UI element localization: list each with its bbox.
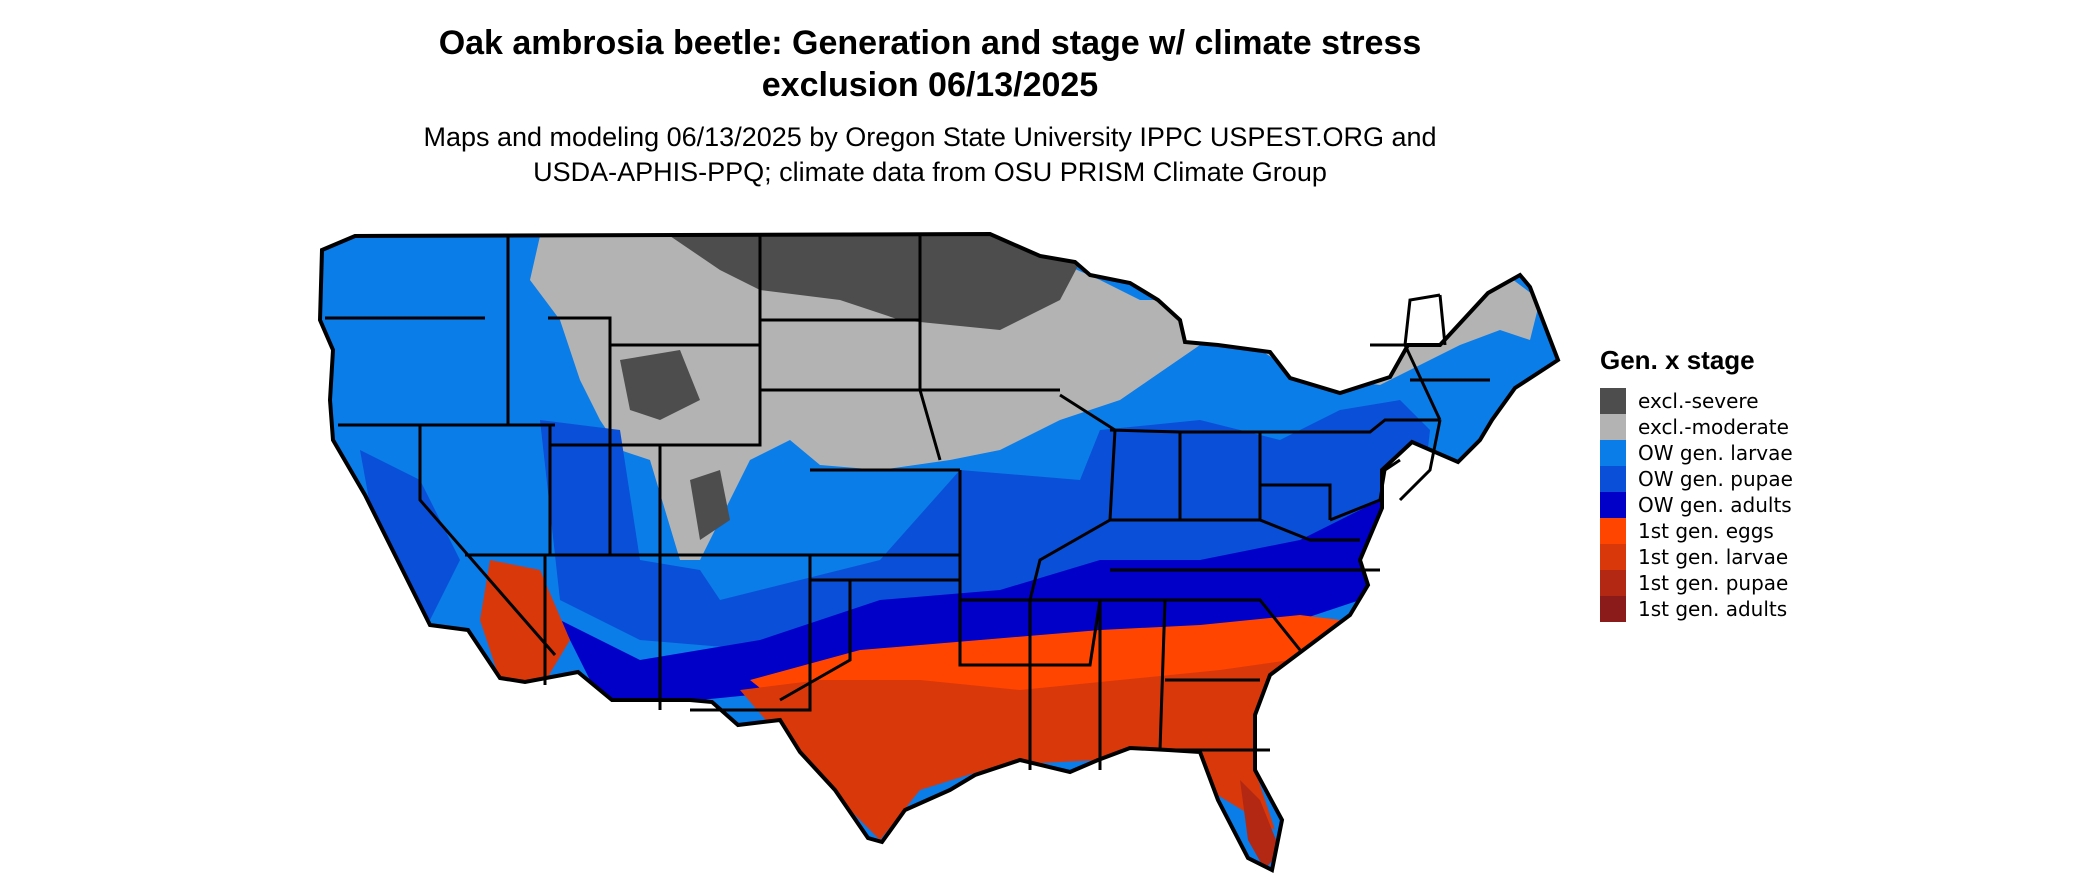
- legend-label: 1st gen. pupae: [1638, 571, 1789, 595]
- legend-item: OW gen. adults: [1600, 492, 1793, 518]
- legend-swatch: [1600, 570, 1626, 596]
- legend-swatch: [1600, 466, 1626, 492]
- legend-swatch: [1600, 388, 1626, 414]
- legend-item: 1st gen. eggs: [1600, 518, 1793, 544]
- legend-swatch: [1600, 518, 1626, 544]
- legend-item: excl.-severe: [1600, 388, 1793, 414]
- legend-label: 1st gen. larvae: [1638, 545, 1789, 569]
- state-borders: [325, 236, 1490, 770]
- legend-swatch: [1600, 414, 1626, 440]
- legend-label: excl.-moderate: [1638, 415, 1789, 439]
- legend-label: 1st gen. adults: [1638, 597, 1788, 621]
- legend-item: 1st gen. larvae: [1600, 544, 1793, 570]
- us-outline: [317, 231, 1561, 873]
- legend-label: OW gen. larvae: [1638, 441, 1793, 465]
- legend-swatch: [1600, 596, 1626, 622]
- legend-swatch: [1600, 440, 1626, 466]
- legend-swatch: [1600, 544, 1626, 570]
- zone-1st-gen-pupae: [895, 780, 1280, 870]
- legend-label: 1st gen. eggs: [1638, 519, 1774, 543]
- legend-label: excl.-severe: [1638, 389, 1759, 413]
- legend-item: OW gen. larvae: [1600, 440, 1793, 466]
- zone-1st-gen-larvae: [480, 560, 1290, 840]
- zone-ow-pupae: [360, 400, 1430, 650]
- legend-label: OW gen. adults: [1638, 493, 1792, 517]
- legend-label: OW gen. pupae: [1638, 467, 1793, 491]
- legend-item: OW gen. pupae: [1600, 466, 1793, 492]
- legend: Gen. x stage excl.-severe excl.-moderate…: [1600, 345, 1793, 622]
- zone-excl-severe-rockies: [620, 350, 730, 540]
- legend-title: Gen. x stage: [1600, 345, 1755, 375]
- legend-item: 1st gen. pupae: [1600, 570, 1793, 596]
- map-title: Oak ambrosia beetle: Generation and stag…: [438, 24, 1422, 104]
- legend-item: excl.-moderate: [1600, 414, 1793, 440]
- zone-excl-severe: [670, 236, 1080, 330]
- legend-item: 1st gen. adults: [1600, 596, 1793, 622]
- legend-swatch: [1600, 492, 1626, 518]
- map-subtitle: Maps and modeling 06/13/2025 by Oregon S…: [423, 122, 1437, 187]
